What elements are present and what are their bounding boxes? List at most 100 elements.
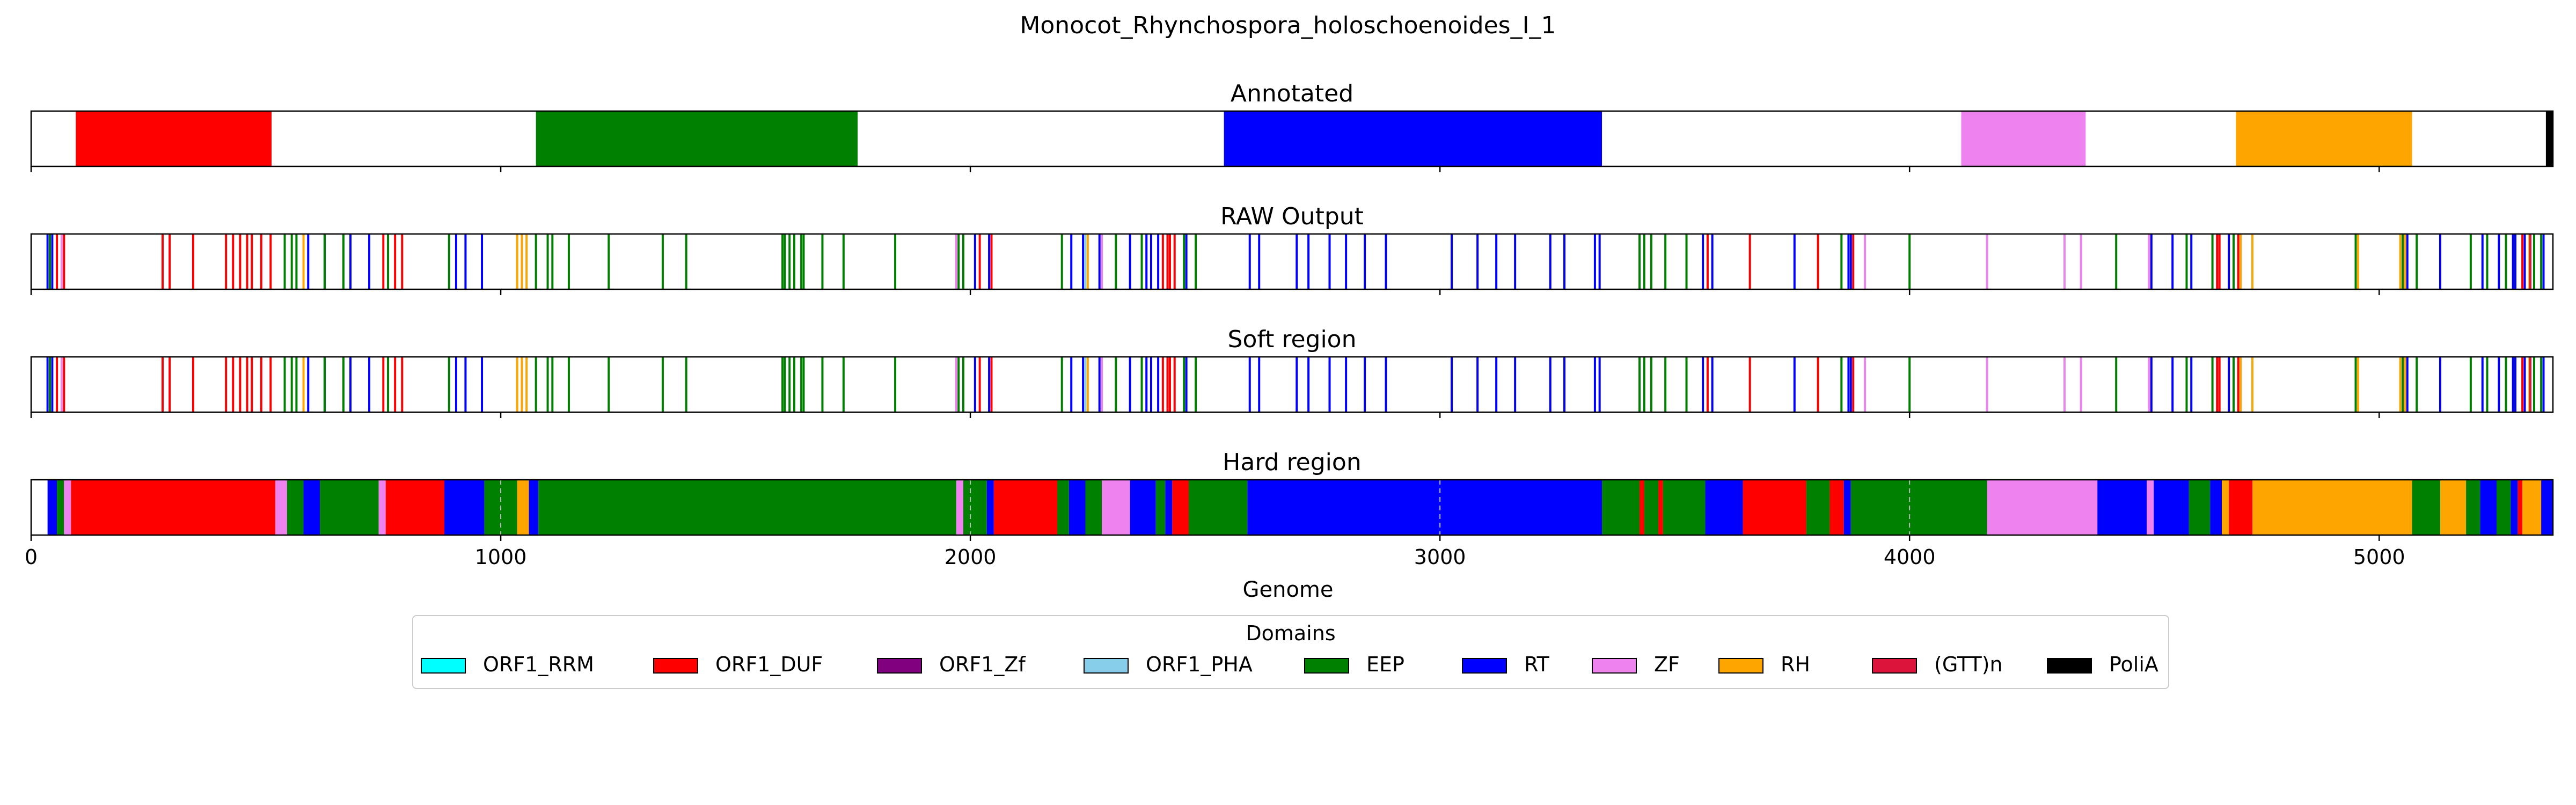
legend-swatch [877, 658, 922, 674]
segment-eep [1085, 480, 1102, 535]
legend-label: ORF1_RRM [483, 653, 594, 676]
panel-frame [30, 233, 2554, 290]
segment-eep [1602, 480, 1640, 535]
panel-hard-region: Hard region 0 1000 2000 3000 4000 5000 [25, 449, 2554, 569]
segment-eep [2189, 480, 2211, 535]
panel-frame [30, 479, 2554, 536]
panel-background [31, 357, 2553, 412]
x-tick-label: 5000 [2353, 545, 2405, 569]
segment-orf1-duf [76, 111, 272, 166]
segment-orf1-duf [1743, 480, 1806, 535]
segment-eep [287, 480, 304, 535]
segment-eep [320, 480, 379, 535]
segment-rh [2522, 480, 2542, 535]
segment-orf1-duf [1172, 480, 1189, 535]
segment-zf [2147, 480, 2154, 535]
segment-orf1-duf [71, 480, 276, 535]
segment-zf [378, 480, 386, 535]
segment-rt [1130, 480, 1156, 535]
segment-orf1-duf [385, 480, 445, 535]
panel-frame [30, 356, 2554, 413]
segment-eep [1850, 480, 1987, 535]
segment-rt [47, 480, 57, 535]
segment-rt [1224, 111, 1602, 166]
segment-eep [1806, 480, 1830, 535]
segment-rt [1069, 480, 1086, 535]
segment-rt [2097, 480, 2147, 535]
segment-rh [517, 480, 529, 535]
legend-swatch [653, 658, 698, 674]
segment-rh [2236, 111, 2412, 166]
segment-eep [2466, 480, 2480, 535]
segment-rt [1165, 480, 1173, 535]
legend-swatch [1592, 658, 1637, 674]
panel-frame [30, 110, 2554, 167]
panel-title: RAW Output [1220, 203, 1364, 230]
legend-swatch [1872, 658, 1917, 674]
legend-swatch [1718, 658, 1763, 674]
segment-rt [2154, 480, 2189, 535]
segment-eep [1155, 480, 1166, 535]
segment-eep [2412, 480, 2440, 535]
segment-orf1-duf [2229, 480, 2252, 535]
segment-rt [1843, 480, 1851, 535]
panels-group: Annotated RAW Output Soft region Hard regio… [25, 80, 2554, 569]
legend-swatch [2047, 658, 2092, 674]
legend: Domains ORF1_RRM ORF1_DUF ORF1_Zf ORF1_PHA E… [412, 615, 2169, 689]
legend-label: RT [1524, 653, 1549, 676]
segment-eep [1057, 480, 1069, 535]
segment-zf [1961, 111, 2086, 166]
panel-raw-output: RAW Output [30, 203, 2554, 295]
legend-label: EEP [1366, 653, 1404, 676]
legend-label: ORF1_Zf [939, 653, 1026, 676]
panel-background [31, 234, 2553, 289]
segment-zf [64, 480, 71, 535]
segment-eep [538, 480, 956, 535]
legend-swatch [1304, 658, 1349, 674]
segment-rt [1705, 480, 1743, 535]
panel-annotated: Annotated [30, 80, 2554, 172]
x-tick-label: 2000 [945, 545, 997, 569]
segment-rt [1247, 480, 1602, 535]
legend-label: ORF1_PHA [1146, 653, 1253, 676]
segment-rt [986, 480, 994, 535]
segment-eep [1663, 480, 1706, 535]
legend-swatch [1462, 658, 1507, 674]
legend-swatch [421, 658, 466, 674]
segment-rt [444, 480, 485, 535]
segment-eep [963, 480, 987, 535]
segment-rh [2222, 480, 2229, 535]
segment-rt [529, 480, 539, 535]
segment-rh [2440, 480, 2467, 535]
segment-rt [2511, 480, 2518, 535]
segment-polia [2545, 111, 2553, 166]
legend-label: ORF1_DUF [715, 653, 823, 676]
legend-label: ZF [1654, 653, 1680, 676]
segment-orf1-duf [1640, 480, 1644, 535]
x-axis-label: Genome [1242, 577, 1333, 602]
x-tick-label: 4000 [1884, 545, 1936, 569]
panel-soft-region: Soft region [30, 326, 2554, 418]
legend-label: PoliA [2109, 653, 2158, 676]
segment-eep [536, 111, 858, 166]
segment-eep [1644, 480, 1659, 535]
segment-orf1-duf [1829, 480, 1844, 535]
panel-title: Hard region [1223, 449, 1361, 476]
segment-rt [2541, 480, 2553, 535]
x-tick-label: 0 [25, 545, 38, 569]
segment-zf [1987, 480, 2098, 535]
legend-swatch [1084, 658, 1129, 674]
x-tick-label: 1000 [475, 545, 527, 569]
x-tick-label: 3000 [1414, 545, 1466, 569]
segment-eep [2496, 480, 2511, 535]
legend-label: (GTT)n [1934, 653, 2003, 676]
segment-rt [2210, 480, 2222, 535]
segment-eep [57, 480, 64, 535]
segment-zf [275, 480, 287, 535]
legend-title: Domains [1246, 621, 1336, 645]
segment-orf1-duf [993, 480, 1057, 535]
segment-orf1-duf [1658, 480, 1663, 535]
segment-eep [1188, 480, 1248, 535]
segment-zf [1102, 480, 1130, 535]
